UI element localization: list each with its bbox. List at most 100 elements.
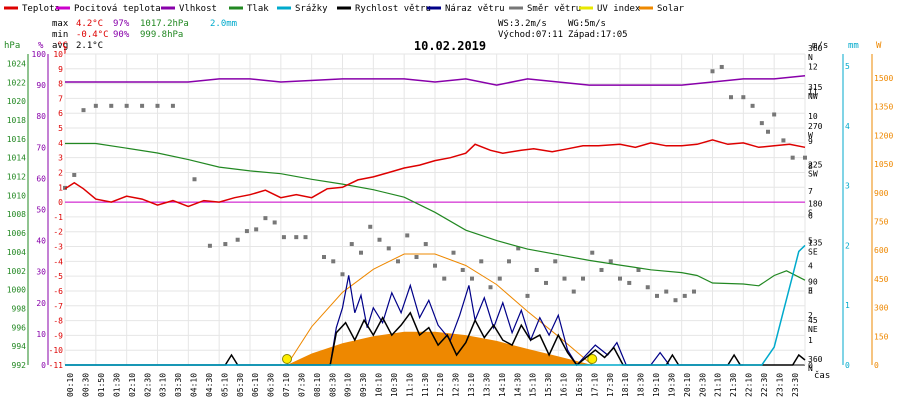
- legend-label-6: Náraz větru: [445, 4, 505, 14]
- time-tick-44: 22:10: [745, 373, 754, 397]
- pct-tick-2: 20: [36, 299, 46, 308]
- legend-label-7: Směr větru: [527, 4, 581, 14]
- hpa-tick-11: 1014: [7, 154, 26, 163]
- time-tick-45: 22:30: [760, 373, 769, 397]
- time-tick-40: 20:10: [683, 373, 692, 397]
- hpa-tick-5: 1002: [7, 267, 26, 276]
- wind-dir-point-14: [254, 227, 259, 232]
- wind-dir-point-23: [349, 242, 354, 247]
- hpa-tick-2: 996: [12, 323, 27, 332]
- legend-label-8: UV index: [597, 4, 641, 14]
- mm-tick-4: 4: [845, 122, 850, 131]
- legend-label-4: Srážky: [295, 4, 328, 14]
- temperature-line: [64, 139, 806, 208]
- time-tick-32: 16:10: [560, 373, 569, 397]
- wind-dir-point-16: [272, 220, 277, 225]
- dir-deg-tick-4: 180: [808, 200, 823, 209]
- pressure-line: [65, 142, 806, 287]
- humidity-line: [65, 75, 806, 86]
- plot-area: [63, 64, 807, 367]
- temp-tick-21: 10: [53, 50, 63, 59]
- ms-tick-5: 5: [808, 237, 813, 246]
- dir-deg-tick-3: 135: [808, 238, 823, 247]
- wind-speed-info: WS:3.2m/s: [498, 19, 547, 29]
- ms-tick-7: 7: [808, 187, 813, 196]
- dir-tick-7: NW: [808, 92, 818, 101]
- dir-tick-4: S: [808, 209, 813, 218]
- wind-dir-point-60: [692, 289, 696, 294]
- wind-dir-point-52: [618, 276, 622, 281]
- wind-dir-point-32: [433, 263, 437, 268]
- stat-min-hum: 90%: [113, 30, 130, 40]
- wind-dir-point-58: [673, 298, 678, 303]
- wind-dir-point-64: [741, 95, 746, 100]
- hpa-tick-4: 1000: [7, 286, 26, 295]
- mm-tick-3: 3: [845, 182, 850, 191]
- wind-dir-point-48: [581, 276, 585, 281]
- time-tick-21: 10:30: [390, 373, 399, 397]
- time-tick-18: 09:10: [344, 373, 353, 397]
- dir-deg-tick-7: 315: [808, 83, 823, 92]
- pct-tick-1: 10: [36, 330, 46, 339]
- wind-dir-point-6: [140, 103, 145, 108]
- time-tick-10: 05:10: [220, 373, 229, 397]
- stat-max-label: max: [52, 19, 69, 29]
- wind-dir-point-68: [772, 112, 777, 117]
- wind-dir-point-69: [781, 138, 786, 143]
- hpa-tick-6: 1004: [7, 248, 26, 257]
- temp-tick-4: -7: [53, 302, 63, 311]
- wind-dir-point-55: [645, 285, 650, 290]
- mm-tick-1: 1: [845, 301, 850, 310]
- time-tick-12: 06:10: [251, 373, 260, 397]
- chart-title: 10.02.2019: [414, 39, 486, 53]
- wind-dir-point-8: [170, 103, 175, 108]
- wind-dir-point-36: [470, 276, 474, 281]
- dir-tick-1: NE: [808, 325, 818, 334]
- time-tick-28: 14:10: [498, 373, 507, 397]
- time-tick-17: 08:30: [328, 373, 337, 397]
- time-tick-27: 13:30: [482, 373, 491, 397]
- unit-time: čas: [814, 370, 830, 381]
- temp-tick-14: 3: [58, 154, 63, 163]
- wind-dir-point-29: [405, 233, 410, 238]
- pct-tick-3: 30: [36, 268, 46, 277]
- wind-dir-point-12: [235, 237, 240, 242]
- time-tick-41: 20:30: [698, 373, 707, 397]
- unit-ms: m/s: [812, 41, 828, 51]
- dir-deg-tick-8: 360: [808, 44, 823, 53]
- wind-dir-point-42: [525, 293, 530, 298]
- wind-dir-point-41: [516, 246, 521, 251]
- wind-dir-point-70: [790, 155, 795, 160]
- pct-tick-10: 100: [32, 50, 47, 59]
- wind-dir-point-47: [571, 289, 576, 294]
- wind-dir-point-24: [359, 250, 363, 255]
- stat-max-press: 1017.2hPa: [140, 19, 189, 29]
- wind-dir-point-4: [109, 103, 114, 108]
- time-tick-19: 09:30: [359, 373, 368, 397]
- time-tick-13: 06:30: [267, 373, 276, 397]
- ms-tick-11: 11: [808, 87, 818, 96]
- w-tick-5: 750: [874, 217, 889, 226]
- ms-tick-10: 10: [808, 112, 818, 121]
- wind-dir-point-15: [263, 216, 268, 221]
- time-tick-38: 19:10: [652, 373, 661, 397]
- legend: Teplota Pocitová teplota Vlhkost Tlak Srážky…: [4, 4, 685, 14]
- dir-deg-tick-1: 45: [808, 316, 818, 325]
- time-tick-23: 11:30: [421, 373, 430, 397]
- wind-dir-point-37: [479, 259, 484, 264]
- mm-tick-5: 5: [845, 62, 850, 71]
- ms-tick-3: 3: [808, 286, 813, 295]
- time-tick-47: 23:30: [791, 373, 800, 397]
- time-tick-1: 00:30: [82, 373, 91, 397]
- wind-dir-point-31: [423, 242, 428, 247]
- time-tick-24: 12:10: [436, 373, 445, 397]
- wind-dir-point-19: [303, 235, 308, 240]
- time-tick-16: 08:10: [313, 373, 322, 397]
- wind-dir-point-7: [155, 103, 160, 108]
- wind-dir-point-50: [599, 267, 604, 272]
- time-tick-11: 05:30: [236, 373, 245, 397]
- temp-tick-6: -5: [53, 272, 63, 281]
- stat-avg-label: avg: [52, 41, 68, 51]
- sunset-info: Západ:17:05: [568, 30, 628, 40]
- wind-dir-point-0: [63, 185, 67, 190]
